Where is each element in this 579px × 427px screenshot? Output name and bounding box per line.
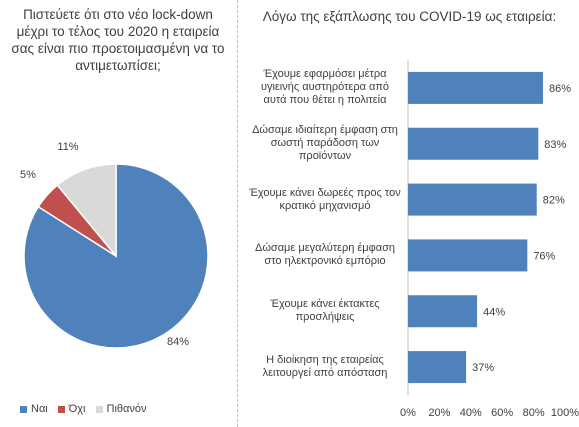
bar-category-label: Η διοίκηση της εταιρείας λειτουργεί από … [262,354,388,380]
pie-chart-title: Πιστεύετε ότι στο νέο lock-down μέχρι το… [11,7,225,73]
pie-data-label: 11% [57,141,78,153]
legend-item: Όχι [57,403,86,415]
legend-label: Όχι [68,403,86,415]
bar-data-label: 82% [543,195,565,207]
legend-swatch [20,405,27,413]
x-tick-label: 20% [428,407,450,419]
bar [408,183,537,216]
x-tick-label: 40% [460,407,482,419]
bar [408,351,467,384]
legend-swatch [95,405,103,413]
pie-chart: 84% 5% 11% [20,141,209,349]
bar-data-label: 76% [533,250,555,262]
bar [408,127,539,160]
pie-data-label: 5% [20,169,36,181]
pie-legend: Ναι Όχι Πιθανόν [20,403,236,415]
x-tick-label: 80% [523,407,545,419]
legend-item: Πιθανόν [95,403,147,415]
bar-data-label: 83% [544,139,566,151]
bar [408,239,528,272]
legend-label: Πιθανόν [106,403,147,415]
bar-chart-panel: Λόγω της εξάπλωσης του COVID-19 ως εταιρ… [240,0,579,427]
bar-chart-title: Λόγω της εξάπλωσης του COVID-19 ως εταιρ… [262,9,557,24]
legend-swatch [57,405,65,413]
legend-item: Ναι [20,403,48,415]
bar-category-label: Έχουμε εφαρμόσει μέτρα υγιεινής αυστηρότ… [260,68,390,107]
bar-data-label: 44% [483,306,505,318]
bar [408,71,544,104]
legend-label: Ναι [31,403,48,415]
x-tick-label: 0% [400,407,416,419]
pie-chart-panel: Πιστεύετε ότι στο νέο lock-down μέχρι το… [0,0,236,427]
pie-slice-maybe [56,163,117,259]
bar-chart: 86% 83% 82% 76% 44% 37% 0% 20% 40% 60% 80% 100% [400,60,579,419]
panel-divider [237,0,238,427]
bar-category-label: Έχουμε κάνει δωρεές προς τον κρατικό μηχ… [249,186,401,212]
bar-data-label: 37% [472,362,494,374]
bar-data-label: 86% [549,83,571,95]
bar-category-label: Έχουμε κάνει έκτακτες προσλήψεις [270,298,380,324]
bar-category-label: Δώσαμε μεγαλύτερη έμφαση στο ηλεκτρονικό… [254,242,396,268]
bar-category-label: Δώσαμε ιδιαίτερη έμφαση στη σωστή παράδο… [252,124,398,163]
x-tick-label: 60% [491,407,513,419]
bar [408,295,478,328]
x-tick-label: 100% [551,407,579,419]
pie-data-label: 84% [167,336,189,348]
